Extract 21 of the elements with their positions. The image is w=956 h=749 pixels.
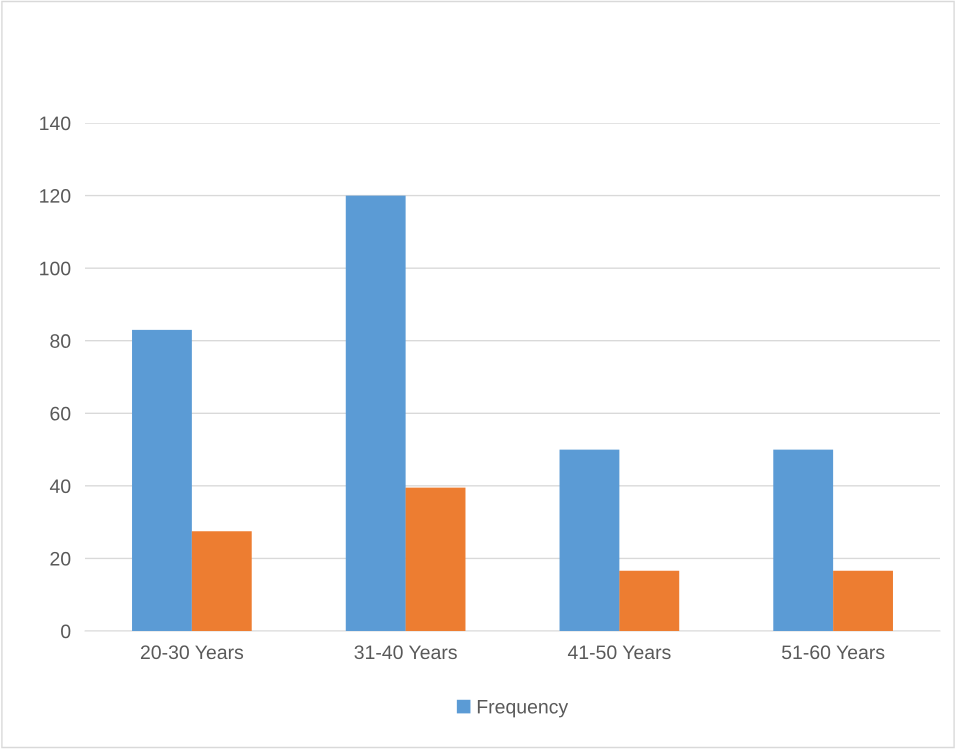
y-tick-label: 100 (40, 262, 70, 276)
y-tick-label: 0 (61, 624, 70, 638)
bar (560, 450, 620, 631)
y-tick-label: 140 (40, 116, 70, 130)
x-tick-label: 31-40 Years (354, 645, 457, 660)
bar (192, 531, 252, 631)
y-tick-label: 40 (50, 479, 70, 494)
y-tick-label: 20 (50, 552, 70, 566)
x-tick-label: 20-30 Years (140, 645, 244, 660)
bar (619, 570, 680, 631)
legend-label: Frequency (478, 700, 568, 718)
bar (773, 450, 834, 631)
bar (406, 488, 466, 631)
bar (833, 570, 893, 631)
bar (132, 330, 192, 631)
y-tick-label: 120 (40, 189, 70, 203)
y-tick-label: 80 (50, 334, 70, 348)
x-tick-label: 51-60 Years (782, 645, 884, 660)
x-tick-label: 41-50 Years (568, 645, 671, 660)
y-tick-label: 60 (50, 406, 70, 421)
bar (346, 196, 406, 631)
